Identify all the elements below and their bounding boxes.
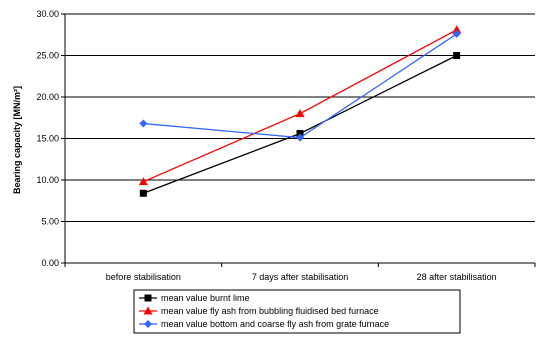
series-3 — [139, 29, 461, 142]
legend-box — [133, 289, 461, 334]
x-tick-label: 7 days after stabilisation — [252, 272, 349, 282]
gridlines — [65, 13, 535, 222]
data-point — [453, 52, 461, 59]
data-point — [138, 177, 148, 186]
y-tick-labels: 0.00 5.00 10.00 15.00 20.00 25.00 30.00 — [36, 9, 59, 268]
x-tick-labels: before stabilisation 7 days after stabili… — [106, 272, 497, 282]
y-tick-label: 30.00 — [36, 9, 59, 19]
x-tick-label: before stabilisation — [106, 272, 181, 282]
data-point — [139, 189, 147, 197]
y-tick-label: 5.00 — [41, 217, 59, 227]
y-tick-label: 0.00 — [41, 258, 59, 268]
data-point — [452, 25, 462, 34]
series-line — [143, 29, 457, 183]
y-tick-label: 10.00 — [36, 175, 59, 185]
data-point — [295, 109, 305, 118]
legend-item: mean value burnt lime — [139, 293, 250, 303]
series-line — [143, 33, 458, 139]
y-tick-label: 25.00 — [36, 51, 59, 61]
series — [138, 25, 462, 197]
legend-item: mean value fly ash from bubbling fluidis… — [139, 306, 379, 316]
data-point — [139, 119, 148, 128]
series-2 — [138, 25, 462, 186]
axes — [61, 13, 536, 267]
y-axis-label: Bearing capacity [MN/m²] — [12, 86, 22, 194]
data-point — [296, 130, 304, 138]
legend-label: mean value bottom and coarse fly ash fro… — [161, 319, 389, 329]
legend-marker — [144, 294, 152, 302]
series-line — [143, 54, 457, 194]
y-tick-label: 15.00 — [36, 134, 59, 144]
legend-item: mean value bottom and coarse fly ash fro… — [139, 319, 389, 329]
legend-marker — [143, 306, 153, 315]
legend-label: mean value burnt lime — [161, 293, 250, 303]
series-1 — [139, 52, 461, 197]
x-tick-label: 28 after stabilisation — [417, 272, 497, 282]
y-tick-label: 20.00 — [36, 92, 59, 102]
data-point — [452, 29, 461, 38]
legend-label: mean value fly ash from bubbling fluidis… — [161, 306, 379, 316]
legend: mean value burnt lime mean value fly ash … — [133, 289, 461, 334]
legend-marker — [144, 320, 152, 328]
data-point — [296, 133, 304, 142]
